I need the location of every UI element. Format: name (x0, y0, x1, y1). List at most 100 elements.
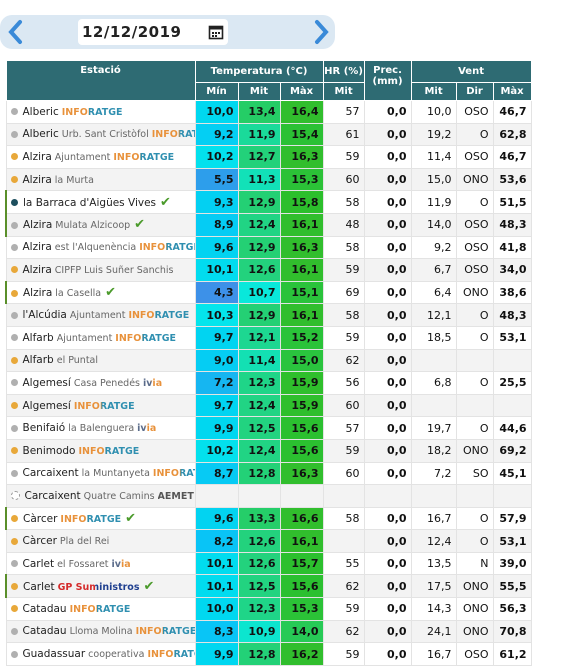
source-tag: INFORATGE (69, 603, 131, 615)
value-cell: 16,1 (279, 529, 324, 553)
station: Alzira la Murta (5, 167, 196, 192)
station-place: Urb. Sant Cristòfol (61, 129, 149, 141)
station-row: Algemesí Casa Penedés ivia 7,2 12,3 15,9 56 0,0… (5, 371, 532, 395)
value-cell: N (455, 551, 494, 576)
value-cell: 45,1 (492, 461, 532, 486)
status-dot (10, 334, 18, 342)
source-tag: INFORATGE (61, 106, 123, 118)
value-cell: 69 (322, 280, 365, 305)
station: Benimodo INFORATGE (5, 438, 196, 463)
value-cell: 11,4 (237, 348, 281, 373)
station-name: Guadassuar (22, 648, 86, 661)
header: HR (%) (322, 60, 365, 83)
value-cell: 12,4 (237, 212, 281, 237)
status-dot (10, 311, 18, 319)
value-cell: 15,1 (279, 280, 324, 305)
value-cell: 56,3 (492, 597, 532, 621)
station: Alzira est l'Alquenència INFORATGE (5, 235, 196, 260)
value-cell: 8,7 (194, 461, 239, 486)
station-name: Catadau (22, 602, 67, 615)
station: Alfarb el Puntal (5, 348, 196, 373)
source-tag: INFORATGE (152, 129, 194, 140)
value-cell: 15,0 (279, 348, 324, 373)
source-tag: ivia (111, 558, 131, 570)
station-name: la Barraca d'Aigües Vives (23, 196, 157, 209)
value-cell: 48 (322, 212, 365, 237)
next-day[interactable] (313, 19, 331, 45)
value-cell: O (455, 303, 494, 327)
value-cell (410, 348, 457, 373)
station: Catadau Lloma Molina INFORATGE (5, 619, 196, 644)
value-cell: 15,6 (279, 574, 324, 599)
value-cell (194, 484, 239, 508)
source-tag: INFORATGE (113, 151, 175, 163)
value-cell: 25,5 (492, 371, 532, 395)
value-cell: 9,7 (194, 393, 239, 418)
value-cell: 10,3 (194, 303, 239, 327)
value-cell: 53,6 (492, 167, 532, 192)
status-dot (10, 379, 18, 387)
station-row: Alberic INFORATGE 10,0 13,4 16,4 57 0,0 10,0 OSO… (5, 100, 532, 124)
verified-check: ✔ (134, 217, 146, 233)
value-cell: 60 (322, 167, 365, 192)
value-cell: 9,2 (194, 122, 239, 147)
value-cell: 9,6 (194, 235, 239, 260)
date: 12/12/2019 (82, 23, 182, 41)
station-name: Càrcer (22, 535, 57, 548)
date-input[interactable]: 12/12/2019 (78, 19, 228, 45)
status-dot (10, 560, 18, 568)
station-name: Alzira (22, 241, 52, 254)
status-dot (10, 130, 18, 138)
value-cell: 0,0 (363, 145, 412, 169)
value-cell (455, 393, 494, 418)
source-tag: GP Suministros (57, 581, 140, 593)
value-cell: 0,0 (363, 190, 412, 214)
source-tag: AEMET (157, 490, 194, 502)
value-cell: 0,0 (363, 551, 412, 576)
calendar-icon[interactable] (208, 24, 224, 40)
value-cell: 10,2 (194, 438, 239, 463)
station-row: Benimodo INFORATGE 10,2 12,4 15,6 59 0,0 18,2 ON… (5, 438, 532, 463)
value-cell: 0,0 (363, 529, 412, 553)
value-cell: 12,3 (237, 371, 281, 395)
station: Càrcer Pla del Rei (5, 529, 196, 553)
station-place: Ajuntament (54, 151, 111, 163)
verified-check: ✔ (143, 578, 155, 594)
value-cell: ONO (455, 438, 494, 463)
station-row: Alzira Ajuntament INFORATGE 10,2 12,7 16,3 59 0… (5, 145, 532, 169)
value-cell: 9,7 (194, 325, 239, 350)
verified-check: ✔ (160, 194, 171, 210)
value-cell: OSO (455, 100, 494, 124)
value-cell: 12,4 (410, 529, 457, 553)
station: l'Alcúdia Ajuntament INFORATGE (5, 303, 196, 327)
station-place: Ajuntament (69, 310, 126, 322)
value-cell: 13,5 (410, 551, 457, 576)
value-cell: 0,0 (363, 325, 412, 350)
value-cell: 15,6 (279, 438, 324, 463)
value-cell: 0,0 (363, 597, 412, 621)
value-cell: 9,3 (194, 190, 239, 214)
value-cell: 12,3 (237, 597, 281, 621)
value-cell: O (455, 371, 494, 395)
value-cell: 0,0 (363, 438, 412, 463)
value-cell: 16,1 (279, 212, 324, 237)
station-name: Algemesí (22, 399, 71, 412)
value-cell: 8,3 (194, 619, 239, 644)
value-cell: 57 (322, 416, 365, 440)
value-cell: 62 (322, 574, 365, 599)
value-cell: 12,5 (237, 416, 281, 440)
value-cell: 10,1 (194, 258, 239, 282)
value-cell: 15,0 (410, 167, 457, 192)
value-cell: 59 (322, 642, 365, 666)
value-cell: O (455, 325, 494, 350)
prev-day[interactable] (6, 19, 24, 45)
value-cell: ONO (455, 597, 494, 621)
status-dot (10, 402, 18, 410)
source-tag: INFORATGE (78, 445, 140, 457)
value-cell (455, 348, 494, 373)
value-cell: 16,6 (279, 506, 324, 531)
value-cell: 60 (322, 461, 365, 486)
value-cell: 0,0 (363, 416, 412, 440)
